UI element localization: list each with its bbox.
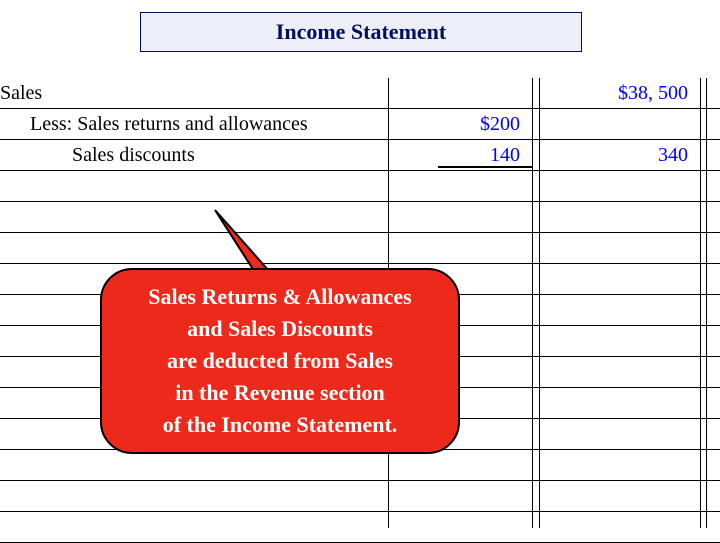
subtotal-underline xyxy=(438,166,532,168)
table-row: Less: Sales returns and allowances $200 xyxy=(0,109,720,140)
sales-label: Sales xyxy=(0,78,388,108)
table-row xyxy=(0,481,720,512)
title-box: Income Statement xyxy=(140,12,582,52)
table-row xyxy=(0,202,720,233)
returns-label: Less: Sales returns and allowances xyxy=(0,109,418,139)
table-row: Sales discounts 140 340 xyxy=(0,140,720,171)
sales-amount: $38, 500 xyxy=(540,78,700,108)
table-row xyxy=(0,171,720,202)
returns-amount: $200 xyxy=(388,109,528,139)
callout-line: of the Income Statement. xyxy=(163,409,398,441)
callout-box: Sales Returns & Allowances and Sales Dis… xyxy=(100,268,460,454)
table-row xyxy=(0,233,720,264)
callout-line: are deducted from Sales xyxy=(167,345,393,377)
page-title: Income Statement xyxy=(276,19,446,45)
net-deduction-amount: 340 xyxy=(540,140,700,170)
callout-line: in the Revenue section xyxy=(175,377,385,409)
table-row: Sales $38, 500 xyxy=(0,78,720,109)
callout-line: and Sales Discounts xyxy=(187,313,373,345)
table-row xyxy=(0,512,720,543)
callout-line: Sales Returns & Allowances xyxy=(148,281,411,313)
table-row xyxy=(0,450,720,481)
